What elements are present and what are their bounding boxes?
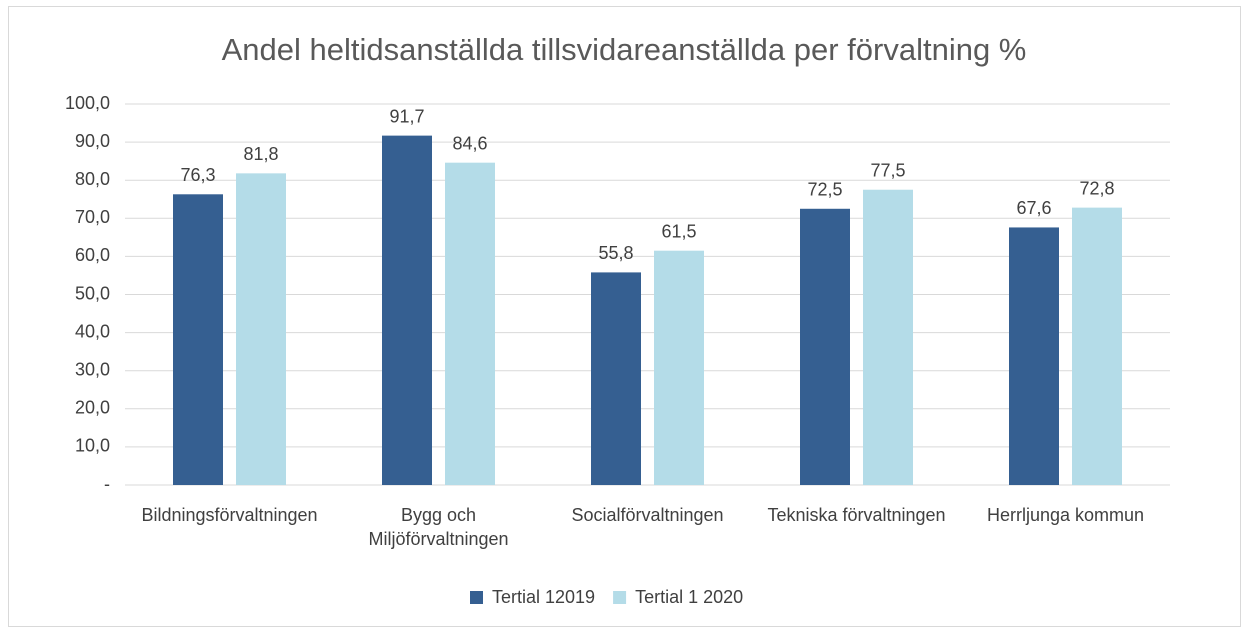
x-tick-label: Bygg och Miljöförvaltningen bbox=[368, 505, 509, 549]
y-tick-label: 80,0 bbox=[75, 169, 110, 189]
chart-title: Andel heltidsanställda tillsvidareanstäl… bbox=[222, 32, 1027, 67]
data-label: 84,6 bbox=[452, 133, 487, 153]
y-tick-label: 30,0 bbox=[75, 359, 110, 379]
y-tick-label: 10,0 bbox=[75, 436, 110, 456]
bar bbox=[382, 135, 432, 486]
y-tick-label: 70,0 bbox=[75, 207, 110, 227]
data-label: 61,5 bbox=[661, 221, 696, 241]
y-tick-label: - bbox=[104, 474, 110, 494]
data-label: 72,5 bbox=[807, 180, 842, 200]
y-tick-label: 100,0 bbox=[65, 93, 110, 113]
x-tick-label: Bildningsförvaltningen bbox=[141, 505, 318, 525]
x-tick-label: Socialförvaltningen bbox=[571, 505, 724, 525]
data-label: 67,6 bbox=[1016, 198, 1051, 218]
data-label: 72,8 bbox=[1079, 178, 1114, 198]
bar bbox=[591, 272, 641, 485]
bar bbox=[236, 173, 286, 486]
legend-swatch bbox=[470, 591, 483, 604]
bar bbox=[800, 208, 850, 485]
legend-label: Tertial 12019 bbox=[492, 587, 595, 607]
bar bbox=[863, 189, 913, 485]
data-label: 55,8 bbox=[598, 243, 633, 263]
data-label: 77,5 bbox=[870, 160, 905, 180]
bar bbox=[1072, 207, 1122, 485]
y-tick-label: 90,0 bbox=[75, 131, 110, 151]
legend-label: Tertial 1 2020 bbox=[635, 587, 743, 607]
bar bbox=[445, 162, 495, 485]
y-tick-label: 60,0 bbox=[75, 245, 110, 265]
bar bbox=[173, 194, 223, 485]
bar bbox=[1009, 227, 1059, 485]
y-tick-label: 20,0 bbox=[75, 398, 110, 418]
legend-swatch bbox=[613, 591, 627, 604]
x-tick-label: Herrljunga kommun bbox=[986, 505, 1145, 525]
data-label: 76,3 bbox=[180, 165, 215, 185]
data-label: 81,8 bbox=[243, 144, 278, 164]
data-label: 91,7 bbox=[389, 106, 424, 126]
y-tick-label: 50,0 bbox=[75, 283, 110, 303]
x-tick-label: Tekniska förvaltningen bbox=[767, 505, 946, 525]
y-tick-label: 40,0 bbox=[75, 321, 110, 341]
bar bbox=[654, 250, 704, 485]
